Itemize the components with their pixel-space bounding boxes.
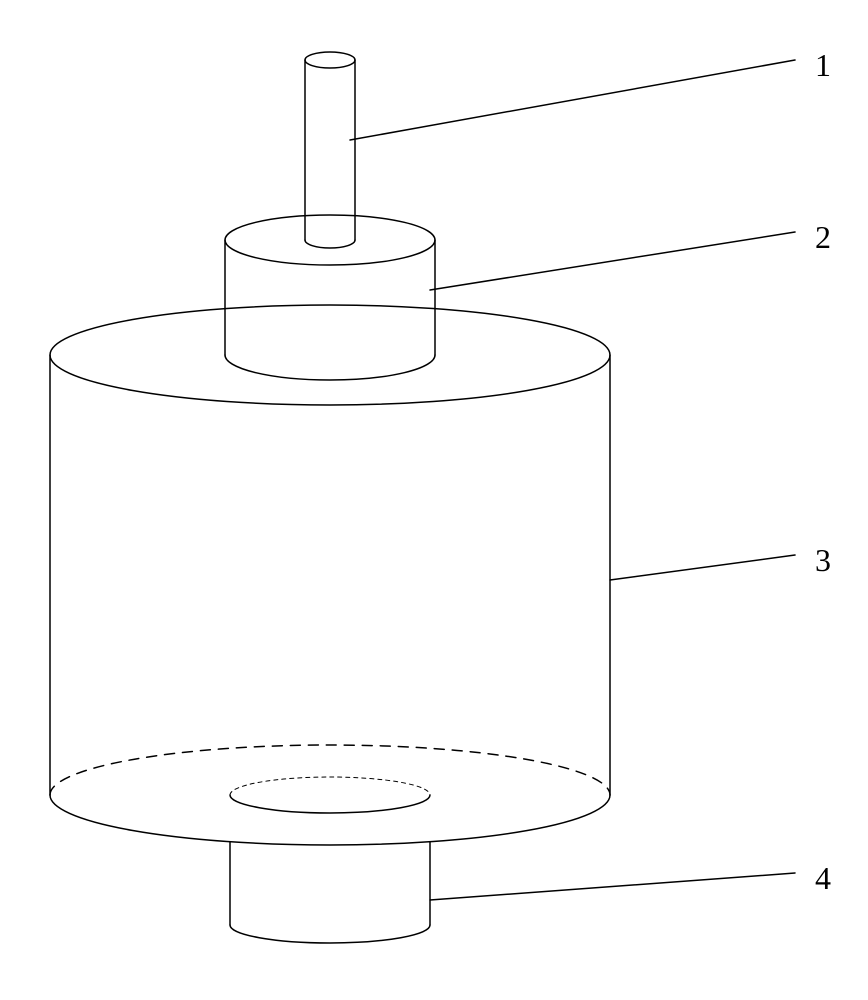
- callout-label-1: 1: [815, 47, 831, 84]
- callout-label-3: 3: [815, 542, 831, 579]
- callout-label-2: 2: [815, 219, 831, 256]
- callout-label-4: 4: [815, 860, 831, 897]
